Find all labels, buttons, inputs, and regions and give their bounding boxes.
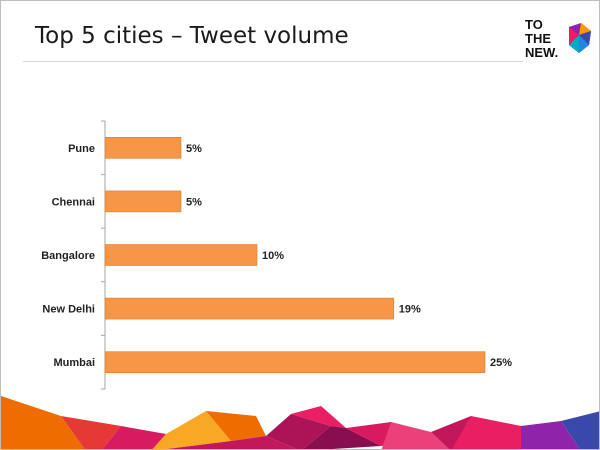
slide-title: Top 5 cities – Tweet volume (35, 23, 349, 49)
logo-line-1: TO (525, 17, 543, 32)
decorative-polygon-border (1, 396, 599, 449)
bar-chennai (104, 190, 182, 213)
bar-pune (104, 137, 182, 159)
bar-new-delhi (104, 297, 395, 320)
category-label: New Delhi (42, 304, 95, 316)
logo-gem-icon (569, 23, 591, 53)
category-label: Bangalore (41, 250, 95, 262)
bar-mumbai (104, 351, 486, 374)
data-label: 5% (186, 196, 202, 208)
category-label: Mumbai (53, 357, 95, 369)
data-label: 19% (399, 304, 421, 316)
data-label: 25% (490, 357, 512, 369)
category-label: Pune (68, 143, 95, 155)
bar-bangalore (104, 244, 258, 266)
title-divider (23, 61, 523, 62)
logo-line-2: THE (525, 31, 551, 46)
to-the-new-logo: TO THE NEW. (525, 17, 591, 60)
category-label: Chennai (52, 196, 95, 208)
data-label: 10% (262, 250, 284, 262)
data-label: 5% (186, 143, 202, 155)
logo-line-3: NEW. (525, 45, 558, 60)
